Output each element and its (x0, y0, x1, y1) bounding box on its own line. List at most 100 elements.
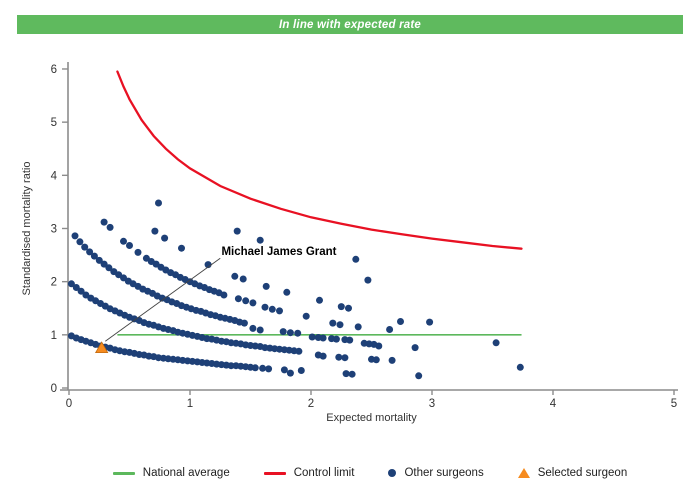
surgeon-dot (336, 321, 344, 329)
surgeon-dot (262, 282, 270, 290)
funnel-plot-svg: 0 1 2 3 4 5 0 1 2 3 4 5 6 Expected mortality Standardi… (21, 62, 678, 424)
legend-label: Control limit (293, 467, 355, 479)
surgeon-dot (86, 248, 94, 256)
surgeon-dot (268, 305, 276, 313)
control-limit-curve (116, 70, 523, 250)
surgeon-dot (234, 295, 242, 303)
legend-label: Selected surgeon (537, 467, 628, 479)
surgeon-dot (106, 223, 114, 231)
surgeon-dot (386, 326, 394, 333)
surgeon-dot (348, 370, 356, 378)
surgeon-dot (239, 275, 247, 283)
surgeon-dot (100, 218, 108, 226)
y-tick-label: 5 (51, 117, 57, 129)
surgeon-dot (134, 248, 142, 256)
surgeon-dot (251, 364, 259, 372)
surgeon-dot (352, 255, 360, 263)
surgeon-dot (155, 199, 162, 207)
surgeon-dot (372, 356, 380, 364)
surgeon-dot (302, 312, 310, 320)
surgeon-dot (126, 242, 133, 249)
surgeon-dot (240, 319, 248, 327)
y-tick-label: 6 (51, 64, 57, 76)
legend-label: Other surgeons (404, 467, 484, 479)
surgeon-dot (71, 232, 79, 240)
surgeon-dot (105, 264, 113, 272)
selected-surgeon-marker (94, 341, 109, 353)
surgeon-dot (259, 364, 267, 372)
surgeon-dot (294, 329, 302, 337)
y-tick-label: 3 (51, 223, 57, 235)
surgeon-dot (151, 227, 159, 235)
surgeon-dot (375, 342, 383, 350)
surgeon-dot (337, 303, 345, 311)
surgeon-dot (388, 356, 396, 364)
legend-label: National average (142, 467, 230, 479)
surgeon-dot (256, 326, 264, 334)
status-banner-title: In line with expected rate (279, 18, 421, 31)
surgeon-dot (286, 369, 294, 377)
legend-item-national-average: National average (112, 467, 230, 479)
y-tick-label: 4 (51, 170, 58, 182)
surgeon-dot (329, 319, 337, 327)
surgeon-dot (341, 354, 349, 362)
surgeon-dot (276, 307, 283, 315)
surgeon-dot (242, 297, 250, 305)
surgeon-dot (256, 236, 264, 244)
x-tick-label: 4 (550, 398, 557, 410)
surgeon-dot (297, 367, 305, 374)
annotation-connector-line (105, 257, 221, 342)
surgeon-dot (364, 276, 372, 284)
funnel-plot: 0 1 2 3 4 5 0 1 2 3 4 5 6 Expected mortality Standardi… (0, 36, 700, 456)
x-tick-label: 0 (66, 398, 72, 410)
surgeon-dot (67, 280, 75, 288)
control-limit-line-swatch (263, 471, 286, 475)
y-axis-label: Standardised mortality ratio (21, 162, 33, 296)
surgeon-dot (249, 324, 257, 332)
selected-surgeon-triangle-swatch (517, 468, 530, 478)
surgeon-dot (77, 287, 85, 295)
surgeon-dot (81, 243, 89, 251)
surgeon-dot (319, 334, 327, 342)
y-tick-label: 1 (51, 330, 57, 342)
surgeon-dot (426, 318, 434, 326)
surgeon-dot (204, 261, 212, 269)
y-tick-label: 2 (51, 277, 57, 289)
legend-item-selected-surgeon: Selected surgeon (517, 467, 628, 479)
x-tick-label: 5 (671, 398, 677, 410)
x-axis-label: Expected mortality (326, 412, 417, 424)
surgeon-dot (100, 260, 108, 268)
surgeon-dot (233, 227, 241, 235)
surgeon-dot (397, 318, 404, 325)
surgeon-dot (335, 353, 343, 361)
status-banner: In line with expected rate (17, 15, 683, 34)
surgeon-dot (516, 363, 524, 371)
chart-legend: National average Control limit Other sur… (0, 458, 700, 488)
x-tick-label: 1 (187, 398, 193, 410)
surgeon-dot (120, 237, 127, 245)
surgeon-dot (76, 238, 84, 246)
surgeon-dot (231, 272, 239, 280)
surgeon-dot (220, 291, 228, 299)
legend-item-other-surgeons: Other surgeons (388, 467, 484, 479)
surgeon-dot (249, 299, 257, 307)
surgeon-dot (415, 372, 423, 380)
surgeon-dot (342, 370, 350, 378)
surgeon-dot (316, 296, 323, 304)
surgeon-dot (178, 244, 185, 252)
surgeon-dot (279, 328, 287, 336)
surgeon-dot (280, 366, 288, 374)
surgeon-dot (319, 352, 327, 360)
x-tick-label: 3 (429, 398, 435, 410)
surgeon-dot (161, 234, 169, 242)
surgeon-dot (283, 288, 291, 296)
surgeon-dot (492, 339, 500, 347)
y-tick-label: 0 (51, 383, 57, 395)
surgeon-dot (265, 365, 273, 373)
other-surgeons-dot-swatch (388, 469, 397, 477)
surgeon-dot (354, 323, 362, 331)
surgeon-dot (308, 333, 316, 341)
surgeon-dot (411, 344, 419, 352)
x-tick-label: 2 (308, 398, 314, 410)
